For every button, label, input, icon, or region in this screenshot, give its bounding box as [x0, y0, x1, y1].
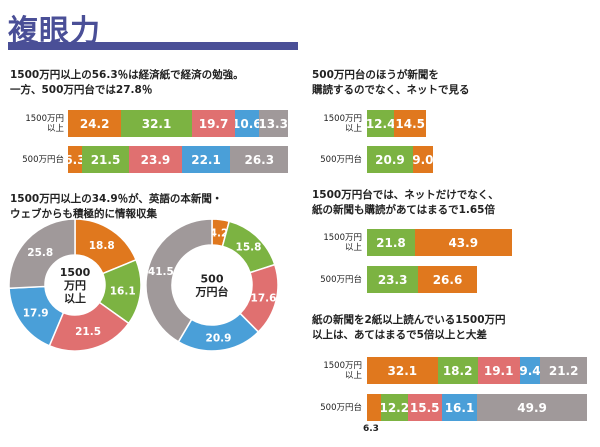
- donut-slice-label: 20.9: [206, 333, 232, 345]
- chart-caption: 紙の新聞を2紙以上読んでいる1500万円 以上は、あてはまるで5倍以上と大差: [312, 313, 506, 343]
- donut-center-label: 以上: [64, 291, 86, 305]
- donut-center-label: 1500: [60, 266, 91, 279]
- bar-segment: 19.7: [191, 110, 236, 137]
- bar-segment: 26.3: [230, 146, 289, 173]
- bar-segment: 9.0: [412, 146, 433, 173]
- stacked-bar: 12.2 15.5 16.1 49.9: [367, 394, 587, 421]
- row-label: 500万円台: [302, 275, 362, 285]
- row-label-line: 500万円台: [22, 154, 64, 165]
- bar-segment: 6.3: [68, 146, 82, 173]
- chart-caption: 1500万円以上の56.3％は経済紙で経済の勉強。 一方、500万円台では27.8…: [10, 68, 244, 98]
- bar-segment: 22.1: [181, 146, 231, 173]
- stacked-bar: 21.8 43.9: [367, 229, 512, 256]
- donut-slice-label: 15.8: [236, 242, 262, 254]
- bar-segment: 18.2: [437, 357, 478, 384]
- stacked-bar: 12.4 14.5: [367, 110, 427, 137]
- bar-segment: 20.9: [367, 146, 413, 173]
- bar-segment: 32.1: [121, 110, 192, 137]
- stacked-bar: 6.3 21.5 23.9 22.1 26.3: [68, 146, 289, 173]
- stacked-bar: 32.1 18.2 19.1 9.4 21.2: [367, 357, 587, 384]
- chart-caption-line: 500万円台のほうが新聞を: [312, 69, 439, 81]
- donut-center-label: 万円台: [195, 285, 229, 299]
- title-rule: [8, 42, 298, 50]
- bar-segment: 24.2: [68, 110, 122, 137]
- donut-slice-label: 21.5: [75, 326, 101, 338]
- donut-slice-label: 17.6: [251, 293, 277, 305]
- donut-center-label: 万円: [63, 279, 86, 292]
- donut-slice-label: 16.1: [110, 285, 136, 297]
- row-label: 500万円台: [4, 155, 64, 165]
- bar-segment: 12.4: [367, 110, 395, 137]
- row-label-line: 以上: [344, 123, 362, 134]
- chart-caption-line: ウェブからも積極的に情報収集: [10, 208, 157, 220]
- chart-caption-line: 1500万円台では、ネットだけでなく、: [312, 189, 499, 201]
- row-label-line: 500万円台: [320, 274, 362, 285]
- donut-slice-label: 25.8: [27, 247, 53, 259]
- row-label: 500万円台: [302, 403, 362, 413]
- donut-slice: [145, 218, 213, 343]
- row-label: 1500万円 以上: [302, 233, 362, 253]
- bar-segment: 16.1: [441, 394, 478, 421]
- bar-segment: 23.3: [367, 266, 419, 293]
- chart-caption-line: 1500万円以上の34.9％が、英語の本新聞・: [10, 193, 223, 205]
- donut-slice-label: 17.9: [23, 308, 49, 320]
- bar-segment: 26.6: [418, 266, 477, 293]
- donut-center-label: 500: [201, 273, 224, 286]
- row-label-line: 1500万円: [323, 232, 362, 243]
- bar-segment: 10.6: [235, 110, 259, 137]
- donut-slice-label: 4.2: [210, 227, 229, 239]
- bar-segment: 15.5: [407, 394, 442, 421]
- row-label: 1500万円 以上: [302, 361, 362, 381]
- bar-segment: 9.4: [519, 357, 541, 384]
- chart-caption-line: 購読するのでなく、ネットで見る: [312, 84, 470, 96]
- donut-slice-label: 41.5: [148, 266, 174, 278]
- bar-segment-outside-label: 6.3: [363, 424, 379, 434]
- row-label-line: 1500万円: [323, 360, 362, 371]
- bar-segment: 43.9: [414, 229, 512, 256]
- row-label-line: 以上: [46, 123, 64, 134]
- chart-caption: 500万円台のほうが新聞を購読するのでなく、ネットで見る: [312, 68, 470, 98]
- bar-segment: 23.9: [129, 146, 182, 173]
- chart-caption-line: 1500万円以上の56.3％は経済紙で経済の勉強。: [10, 69, 244, 81]
- chart-caption-line: 一方、500万円台では27.8％: [10, 84, 153, 96]
- row-label-line: 500万円台: [320, 154, 362, 165]
- bar-segment: 12.2: [380, 394, 408, 421]
- row-label: 1500万円 以上: [4, 114, 64, 134]
- stacked-bar: 24.2 32.1 19.7 10.6 13.3: [68, 110, 288, 137]
- chart-caption-line: 以上は、あてはまるで5倍以上と大差: [312, 329, 487, 341]
- chart-caption: 1500万円以上の34.9％が、英語の本新聞・ ウェブからも積極的に情報収集: [10, 192, 222, 222]
- stacked-bar: 20.9 9.0: [367, 146, 433, 173]
- row-label-line: 以上: [344, 242, 362, 253]
- bar-segment: 21.8: [367, 229, 415, 256]
- chart-caption-line: 紙の新聞を2紙以上読んでいる1500万円: [312, 314, 506, 326]
- bar-segment: 19.1: [477, 357, 520, 384]
- bar-segment: 13.3: [258, 110, 288, 137]
- row-label: 500万円台: [302, 155, 362, 165]
- bar-segment: [367, 394, 381, 421]
- donut-slice: [48, 301, 130, 352]
- chart-caption: 1500万円台では、ネットだけでなく、 紙の新聞も購読があてはまるで1.65倍: [312, 188, 499, 218]
- row-label-line: 1500万円: [323, 113, 362, 124]
- donut-slice: [8, 218, 76, 289]
- chart-caption-line: 紙の新聞も購読があてはまるで1.65倍: [312, 204, 495, 216]
- bar-segment: 14.5: [394, 110, 427, 137]
- row-label: 1500万円 以上: [302, 114, 362, 134]
- row-label-line: 500万円台: [320, 402, 362, 413]
- bar-segment: 32.1: [367, 357, 438, 384]
- row-label-line: 以上: [344, 370, 362, 381]
- stacked-bar: 23.3 26.6: [367, 266, 477, 293]
- bar-segment: 21.2: [540, 357, 587, 384]
- donut-slice-label: 18.8: [89, 240, 115, 252]
- row-label-line: 1500万円: [25, 113, 64, 124]
- bar-segment: 21.5: [81, 146, 130, 173]
- bar-segment: 49.9: [477, 394, 587, 421]
